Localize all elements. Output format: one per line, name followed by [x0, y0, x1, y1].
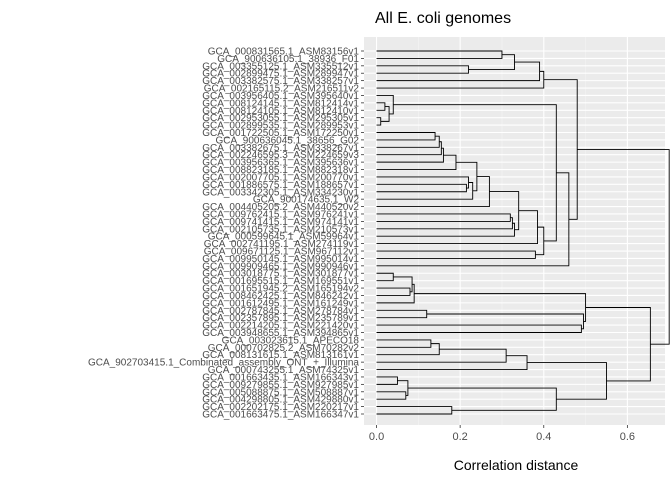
leaf-label: GCA_003382575.1_ASM338257v1 [202, 76, 359, 87]
dendrogram-link [426, 313, 584, 330]
leaf-label: GCA_001663475.1_ASM166347v1 [202, 410, 359, 421]
leaf-label: GCA_003342305.1_ASM334230v1 [202, 187, 359, 198]
leaf-label: GCA_009909465.1_ASM990946v1 [202, 261, 359, 272]
leaf-label: GCA_000702825.2_ASM70282v2 [208, 343, 360, 354]
dendrogram-link [376, 117, 382, 126]
dendrogram-links [376, 50, 670, 415]
dendrogram-link [577, 149, 670, 345]
leaf-label: GCA_002105735.1_ASM210573v1 [202, 224, 359, 235]
leaf-label: GCA_002787845.1_ASM278784v1 [202, 306, 359, 317]
leaf-label: GCA_002214205.1_ASM221420v1 [202, 321, 359, 332]
dendrogram-link [393, 276, 413, 293]
dendrogram-link [376, 210, 538, 245]
leaf-label: GCA_900636045.1_38656_G02 [216, 135, 360, 146]
dendrogram-link [376, 154, 457, 170]
leaf-label: GCA_003956365.1_ASM395636v1 [202, 158, 359, 169]
leaf-label: GCA_009950145.1_ASM995014v1 [202, 254, 359, 265]
leaf-label: GCA_002007705.1_ASM200770v1 [202, 172, 359, 183]
leaf-label: GCA_003023615.1_APECO18 [222, 335, 360, 346]
leaf-label: GCA_001651945.2_ASM165194v2 [202, 284, 359, 295]
leaf-label: GCA_002246595.3_ASM224659v3 [202, 150, 359, 161]
leaf-label: GCA_000831565.1_ASM83156v1 [208, 47, 360, 58]
x-tick-label: 0.6 [620, 431, 635, 443]
leaf-label: GCA_008462425.1_ASM846242v1 [202, 291, 359, 302]
leaf-labels: GCA_000831565.1_ASM83156v1GCA_900636105.… [88, 47, 359, 421]
leaf-label: GCA_001886575.1_ASM188657v1 [202, 180, 359, 191]
dendrogram-link [376, 61, 541, 82]
dendrogram-link [376, 287, 411, 296]
leaf-label: GCA_001663435.1_ASM166343v1 [202, 372, 359, 383]
leaf-label: GCA_003018775.1_ASM301877v1 [202, 269, 359, 280]
dendrogram-link [527, 362, 607, 400]
leaf-label: GCA_004405205.2_ASM440520v2 [202, 202, 359, 213]
dendrogram-link [376, 376, 398, 385]
leaf-label: GCA_002899475.1_ASM289947v1 [202, 69, 359, 80]
leaf-label: GCA_008823185.1_ASM882318v1 [202, 165, 359, 176]
dendrogram-link [543, 79, 578, 220]
leaf-label: GCA_900636105.1_38936_F01 [217, 54, 359, 65]
leaf-label: GCA_002165115.2_ASM216511v2 [204, 84, 360, 95]
x-tick-label: 0.2 [453, 431, 468, 443]
leaf-label: GCA_003355125.1_ASM335512v1 [202, 61, 359, 72]
dendrogram-link [376, 182, 474, 200]
leaf-label: GCA_003382675.1_ASM338267v1 [202, 143, 359, 154]
leaf-label: GCA_900174635.1_W2 [253, 195, 360, 206]
y-axis-ticks [361, 50, 364, 415]
leaf-label: GCA_008124105.1_ASM812410v1 [202, 106, 359, 117]
leaf-label: GCA_003956405.1_ASM395640v1 [202, 91, 359, 102]
leaf-label: GCA_002899535.1_ASM289953v1 [202, 121, 359, 132]
leaf-label: GCA_000599645.1_ASM59964v1 [208, 232, 360, 243]
leaf-label: GCA_004298805.1_ASM429880v1 [202, 395, 359, 406]
x-tick-label: 0.0 [369, 431, 384, 443]
dendrogram-link [376, 213, 511, 222]
leaf-label: GCA_002953055.1_ASM295305v1 [202, 113, 359, 124]
leaf-label: GCA_001695515.1_ASM169551v1 [202, 276, 359, 287]
leaf-label: GCA_009762415.1_ASM976241v1 [202, 209, 359, 220]
dendrogram-link [414, 293, 587, 322]
x-axis-label: Correlation distance [454, 457, 579, 473]
leaf-label: GCA_008124145.1_ASM812414v1 [202, 98, 359, 109]
leaf-label: GCA_001612495.1_ASM161249v1 [202, 298, 359, 309]
leaf-label: GCA_008131615.1_ASM813161v1 [202, 350, 359, 361]
dendrogram-link [376, 50, 503, 59]
dendrogram-link [376, 141, 442, 156]
leaf-label: GCA_000743255.1_ASM74325v1 [208, 365, 360, 376]
leaf-label: GCA_005088875.1_ASM508887v1 [202, 387, 359, 398]
leaf-label: GCA_902703415.1_Combinated_assembly_ONT_… [88, 358, 359, 369]
leaf-label: GCA_009741415.1_ASM974141v1 [202, 217, 359, 228]
dendrogram-link [380, 106, 390, 122]
leaf-label: GCA_002741195.1_ASM274119v1 [204, 239, 360, 250]
leaf-label: GCA_002202175.1_ASM220217v1 [202, 402, 359, 413]
leaf-label: GCA_002357895.1_ASM235789v1 [202, 313, 359, 324]
x-axis-ticks: 0.0 0.2 0.4 0.6 [369, 425, 635, 443]
dendrogram-link [585, 307, 651, 382]
leaf-label: GCA_009671125.1_ASM967112v1 [204, 247, 360, 258]
dendrogram-link [376, 309, 428, 319]
leaf-label: GCA_003948655.1_ASM394865v1 [202, 328, 359, 339]
dendrogram-link [376, 172, 570, 267]
x-tick-label: 0.4 [536, 431, 551, 443]
chart-title: All E. coli genomes [375, 10, 511, 27]
dendrogram-link [376, 132, 436, 141]
leaf-label: GCA_001722505.1_ASM172250v1 [202, 128, 359, 139]
leaf-label: GCA_009279855.1_ASM927985v1 [202, 380, 359, 391]
